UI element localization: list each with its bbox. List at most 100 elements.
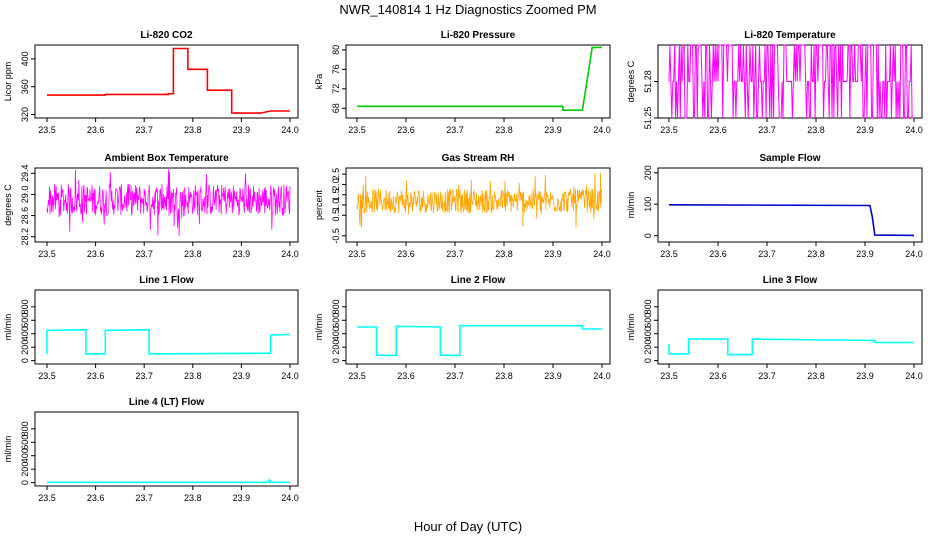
y-axis-label: percent [314,189,324,220]
y-tick-label: 200 [20,462,30,477]
panel-title: Line 3 Flow [763,275,818,286]
x-tick-label: 23.6 [709,125,727,135]
y-axis-label: ml/min [314,314,324,341]
y-tick-label: 200 [643,165,653,180]
series-sample-flow [668,204,915,237]
y-tick-label: 600 [331,313,341,328]
x-tick-label: 23.6 [709,371,727,381]
y-tick-label: 0 [20,480,30,485]
y-axis-label: degrees C [3,184,13,226]
x-tick-label: 23.6 [709,249,727,259]
y-tick-label: 320 [20,107,30,122]
y-tick-label: 400 [20,326,30,341]
y-tick-label: 600 [20,435,30,450]
x-tick-label: 23.5 [660,249,678,259]
y-axis-label: kPa [314,74,324,90]
x-tick-label: 23.6 [87,493,105,503]
series-li-820-co2 [47,47,290,114]
y-tick-label: 76 [331,64,341,74]
x-tick-label: 23.6 [87,371,105,381]
x-tick-label: 23.7 [135,493,153,503]
x-tick-label: 23.9 [544,125,562,135]
y-tick-label: 0 [20,358,30,363]
y-tick-label: 51.28 [643,70,653,93]
x-tick-label: 23.8 [184,371,202,381]
figure-title: NWR_140814 1 Hz Diagnostics Zoomed PM [339,2,596,17]
plot-frame [345,44,611,119]
y-tick-label: 0 [643,233,653,238]
x-tick-label: 24.0 [281,249,299,259]
panel-title: Li-820 Pressure [441,30,516,41]
panel-title: Sample Flow [759,153,820,164]
y-tick-label: 68 [331,103,341,113]
y-tick-label: 800 [643,299,653,314]
x-tick-label: 23.5 [38,249,56,259]
x-tick-label: 23.9 [856,125,874,135]
y-tick-label: 0 [331,358,341,363]
series-line [46,169,291,237]
x-tick-label: 23.6 [87,249,105,259]
y-tick-label: 100 [643,197,653,212]
panel-title: Ambient Box Temperature [104,153,229,164]
x-tick-label: 23.7 [446,125,464,135]
y-tick-label: 400 [331,326,341,341]
x-tick-label: 23.5 [38,493,56,503]
x-tick-label: 23.5 [660,125,678,135]
y-tick-label: 72 [331,84,341,94]
series-ambient-box-temperature [46,169,291,237]
y-tick-label: 29.0 [20,186,30,204]
x-tick-label: 23.8 [807,125,825,135]
y-tick-label: 400 [20,51,30,66]
y-axis-label: ml/min [3,436,13,463]
plot-frame [657,167,923,243]
panel-line-1-flow: Line 1 Flow ml/min 23.5 23.6 23.7 23.8 23.9 24.… [3,275,299,381]
panel-title: Li-820 Temperature [744,30,836,41]
x-tick-label: 23.8 [184,125,202,135]
x-tick-label: 23.9 [544,249,562,259]
panel-sample-flow: Sample Flow ml/min 23.5 23.6 23.7 23.8 23.9 24.… [626,153,923,259]
x-tick-label: 23.6 [397,249,415,259]
y-tick-label: 1.0 [331,199,341,212]
series-line [668,204,915,237]
panel-line-3-flow: Line 3 Flow ml/min 23.5 23.6 23.7 23.8 23.9 24.… [626,275,923,381]
x-tick-label: 23.7 [758,249,776,259]
y-tick-label: 400 [20,448,30,463]
x-tick-label: 23.6 [397,371,415,381]
panel-title: Gas Stream RH [442,153,515,164]
x-tick-label: 23.7 [446,371,464,381]
y-tick-label: 1.5 [331,188,341,201]
plot-frame [34,167,299,243]
y-tick-label: 200 [20,340,30,355]
series-li-820-pressure [357,46,602,111]
x-tick-label: 24.0 [593,125,611,135]
panel-li-820-temperature: Li-820 Temperature degrees C 23.5 23.6 23.7 2… [626,30,923,135]
series-line [357,46,602,111]
panel-title: Line 4 (LT) Flow [129,397,205,408]
plot-frame [34,411,299,487]
series-line [668,44,914,119]
series-line-4-lt-flow [47,478,290,484]
panel-line-2-flow: Line 2 Flow ml/min 23.5 23.6 23.7 23.8 23.9 24.… [314,275,611,381]
y-axis-label: Licor ppm [3,62,13,102]
series-line-2-flow [357,324,602,357]
x-tick-label: 23.7 [135,371,153,381]
x-tick-label: 23.9 [233,249,251,259]
y-axis-label: ml/min [626,192,636,219]
x-tick-label: 23.5 [38,371,56,381]
y-tick-label: 200 [643,340,653,355]
y-tick-label: 28.6 [20,207,30,225]
x-tick-label: 23.8 [495,125,513,135]
x-tick-label: 23.9 [544,371,562,381]
series-li-820-temperature [668,44,914,119]
series-line [357,324,602,357]
x-tick-label: 24.0 [905,249,923,259]
y-axis-label: ml/min [626,314,636,341]
x-tick-label: 23.7 [135,125,153,135]
panel-li-820-pressure: Li-820 Pressure kPa 23.5 23.6 23.7 23.8 23.9 24… [314,30,611,135]
panel-ambient-box-temperature: Ambient Box Temperature degrees C 23.5 23.6… [3,153,299,259]
plot-frame [34,289,299,365]
x-tick-label: 23.9 [856,371,874,381]
x-tick-label: 23.7 [135,249,153,259]
y-tick-label: 400 [643,326,653,341]
